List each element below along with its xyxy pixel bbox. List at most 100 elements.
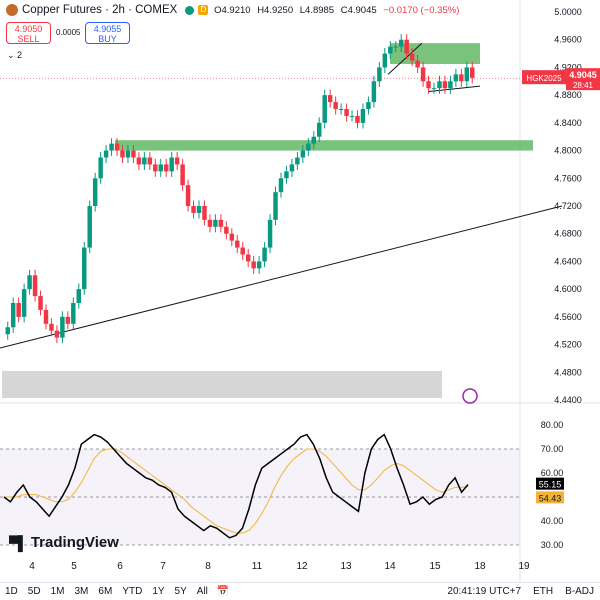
candle-body[interactable] bbox=[377, 67, 382, 82]
candle-body[interactable] bbox=[163, 164, 169, 172]
candle-body[interactable] bbox=[437, 81, 442, 89]
candle-body[interactable] bbox=[420, 67, 426, 82]
timeframe-5y[interactable]: 5Y bbox=[174, 586, 187, 597]
candle-body[interactable] bbox=[218, 219, 224, 227]
candle-body[interactable] bbox=[273, 192, 278, 220]
candle-body[interactable] bbox=[196, 206, 202, 213]
candle-body[interactable] bbox=[131, 150, 136, 158]
candle-body[interactable] bbox=[278, 178, 284, 193]
rsi-ma-line[interactable] bbox=[4, 448, 469, 534]
candle-body[interactable] bbox=[76, 289, 82, 303]
candle-body[interactable] bbox=[311, 136, 317, 144]
candle-body[interactable] bbox=[125, 150, 131, 158]
rising-trendline[interactable] bbox=[0, 205, 563, 349]
candle-body[interactable] bbox=[349, 115, 355, 117]
candle-body[interactable] bbox=[251, 261, 256, 269]
candle-body[interactable] bbox=[180, 164, 185, 186]
timeframe-3m[interactable]: 3M bbox=[74, 586, 89, 597]
candle-body[interactable] bbox=[207, 219, 213, 227]
candle-body[interactable] bbox=[21, 289, 27, 317]
candle-body[interactable] bbox=[453, 74, 459, 82]
candle-body[interactable] bbox=[256, 261, 262, 269]
price-chart[interactable]: 5.0000 4.9600 4.9200 4.8800 4.8400 4.8000 4.76… bbox=[0, 0, 600, 582]
lightning-icon[interactable] bbox=[462, 388, 478, 404]
timeframe-1m[interactable]: 1M bbox=[50, 586, 65, 597]
candle-body[interactable] bbox=[191, 206, 196, 213]
buy-button[interactable]: 4.9055 BUY bbox=[85, 22, 130, 44]
candle-body[interactable] bbox=[229, 233, 235, 241]
candle-body[interactable] bbox=[120, 150, 125, 158]
candle-body[interactable] bbox=[10, 303, 16, 328]
candle-body[interactable] bbox=[355, 115, 360, 123]
candle-body[interactable] bbox=[393, 46, 398, 48]
adjust-toggle[interactable]: B-ADJ bbox=[565, 586, 594, 597]
candle-body[interactable] bbox=[459, 74, 464, 82]
candle-body[interactable] bbox=[306, 143, 311, 151]
candle-body[interactable] bbox=[65, 316, 71, 324]
candle-body[interactable] bbox=[464, 67, 470, 82]
session-toggle[interactable]: ETH bbox=[533, 586, 554, 597]
candle-body[interactable] bbox=[404, 39, 409, 54]
candle-body[interactable] bbox=[235, 240, 240, 248]
indicator-toggle[interactable]: ⌄ 2 bbox=[7, 50, 23, 60]
candle-body[interactable] bbox=[366, 102, 371, 109]
candle-body[interactable] bbox=[71, 303, 76, 324]
candle-body[interactable] bbox=[426, 81, 431, 89]
candle-body[interactable] bbox=[431, 88, 437, 90]
candle-body[interactable] bbox=[174, 157, 180, 165]
candle-body[interactable] bbox=[158, 164, 163, 172]
candle-body[interactable] bbox=[43, 309, 49, 324]
timeframe-1y[interactable]: 1Y bbox=[152, 586, 165, 597]
candle-body[interactable] bbox=[16, 303, 21, 317]
candle-body[interactable] bbox=[49, 323, 54, 331]
candle-body[interactable] bbox=[448, 81, 453, 89]
candle-body[interactable] bbox=[262, 247, 267, 262]
candle-body[interactable] bbox=[32, 275, 38, 297]
support-zone[interactable] bbox=[115, 140, 533, 151]
candle-body[interactable] bbox=[224, 226, 229, 234]
timeframe-ytd[interactable]: YTD bbox=[122, 586, 143, 597]
rsi-line[interactable] bbox=[3, 433, 469, 539]
candle-body[interactable] bbox=[327, 95, 333, 103]
candle-body[interactable] bbox=[470, 67, 475, 78]
candle-body[interactable] bbox=[398, 39, 404, 47]
candle-body[interactable] bbox=[38, 296, 43, 310]
candle-body[interactable] bbox=[147, 157, 153, 165]
candle-body[interactable] bbox=[267, 219, 273, 248]
channel-lower-line[interactable] bbox=[427, 85, 481, 93]
timeframe-1d[interactable]: 1D bbox=[5, 586, 18, 597]
candle-body[interactable] bbox=[92, 178, 98, 206]
candle-body[interactable] bbox=[245, 254, 251, 262]
candle-body[interactable] bbox=[98, 157, 103, 179]
candle-body[interactable] bbox=[87, 206, 92, 248]
candle-body[interactable] bbox=[136, 157, 142, 165]
candle-body[interactable] bbox=[185, 185, 191, 206]
timeframe-5d[interactable]: 5D bbox=[27, 586, 41, 597]
candle-body[interactable] bbox=[103, 150, 109, 158]
candle-body[interactable] bbox=[202, 206, 207, 220]
candle-body[interactable] bbox=[142, 157, 147, 165]
candle-body[interactable] bbox=[333, 102, 338, 109]
candle-body[interactable] bbox=[240, 247, 245, 255]
candle-body[interactable] bbox=[338, 109, 344, 110]
candle-body[interactable] bbox=[388, 46, 393, 54]
candle-body[interactable] bbox=[289, 164, 295, 172]
candle-body[interactable] bbox=[109, 143, 114, 151]
sell-button[interactable]: 4.9050 SELL bbox=[6, 22, 51, 44]
candle-body[interactable] bbox=[415, 60, 420, 68]
candle-body[interactable] bbox=[295, 157, 300, 165]
candle-body[interactable] bbox=[382, 53, 388, 68]
candle-body[interactable] bbox=[82, 247, 87, 290]
clock[interactable]: 20:41:19 UTC+7 bbox=[447, 586, 522, 597]
candle-body[interactable] bbox=[213, 219, 218, 227]
candle-body[interactable] bbox=[153, 164, 158, 172]
calendar-icon[interactable]: 📅 bbox=[216, 586, 230, 597]
candle-body[interactable] bbox=[317, 122, 322, 137]
candle-body[interactable] bbox=[284, 171, 289, 179]
timeframe-all[interactable]: All bbox=[196, 586, 208, 597]
candle-body[interactable] bbox=[169, 157, 174, 172]
symbol-title[interactable]: Copper Futures · 2h · COMEX bbox=[22, 4, 178, 16]
timeframe-6m[interactable]: 6M bbox=[98, 586, 113, 597]
candle-body[interactable] bbox=[371, 81, 377, 103]
channel-upper-line[interactable] bbox=[387, 42, 423, 75]
